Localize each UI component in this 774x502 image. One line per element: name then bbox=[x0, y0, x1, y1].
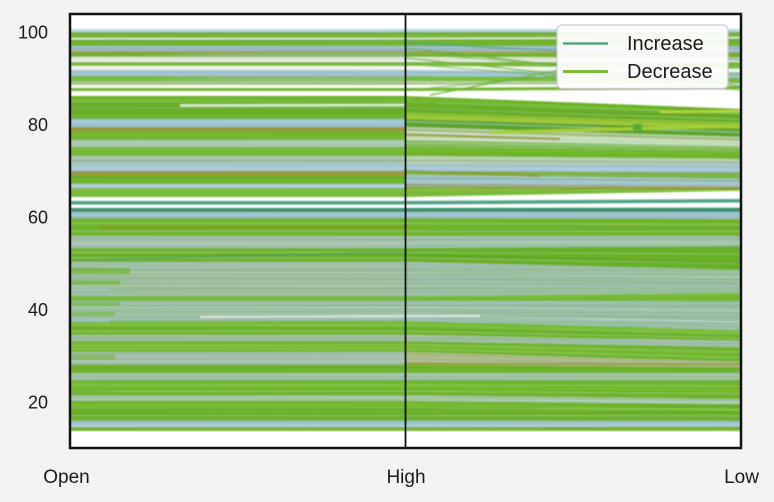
svg-text:High: High bbox=[386, 467, 425, 488]
svg-text:Open: Open bbox=[43, 467, 89, 488]
svg-text:20: 20 bbox=[28, 393, 48, 413]
svg-text:Increase: Increase bbox=[627, 33, 704, 55]
svg-text:80: 80 bbox=[28, 115, 48, 135]
svg-text:60: 60 bbox=[28, 208, 48, 228]
svg-text:100: 100 bbox=[18, 23, 48, 43]
svg-text:Decrease: Decrease bbox=[627, 61, 713, 83]
svg-text:Low: Low bbox=[724, 467, 759, 488]
svg-text:40: 40 bbox=[28, 300, 48, 320]
